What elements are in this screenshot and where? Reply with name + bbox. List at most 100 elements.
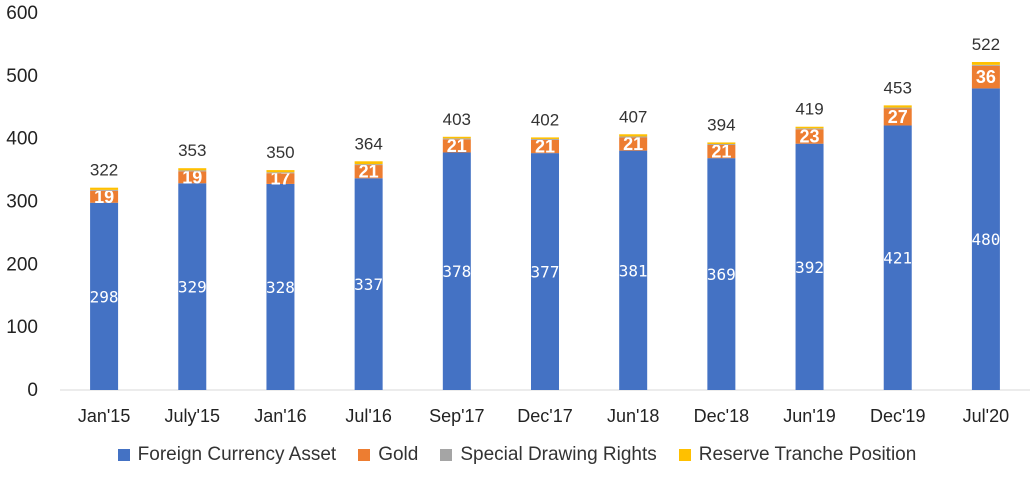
bars: 298 19 322 329 19 353 328 17 350 337 21 364 378 21 403… [90, 35, 1000, 391]
x-axis: Jan'15 July'15 Jan'16 Jul'16 Sep'17 Dec'17 Jun… [78, 406, 1009, 426]
total-label: 419 [795, 100, 823, 119]
bar-segment-gold [266, 173, 295, 184]
bar-segment-reserve-tranche-position [883, 105, 912, 108]
bar-segment-foreign-currency-asset [354, 178, 383, 390]
stacked-bar-chart: 0 100 200 300 400 500 600 298 19 322 329 19 353 328 1… [6, 3, 1030, 426]
legend-label: Reserve Tranche Position [698, 444, 917, 465]
y-tick-label: 300 [6, 192, 38, 213]
total-label: 453 [884, 78, 912, 97]
bar-segment-special-drawing-rights [619, 136, 648, 138]
data-label-gold: 21 [359, 162, 379, 182]
x-tick-label: Sep'17 [429, 406, 485, 426]
bar-segment-reserve-tranche-position [354, 161, 383, 165]
bar-segment-gold [90, 190, 119, 203]
legend-item: Reserve Tranche Position [678, 444, 917, 466]
total-label: 350 [266, 143, 294, 162]
x-tick-label: July'15 [165, 406, 220, 426]
total-label: 407 [619, 107, 647, 126]
bar-segment-reserve-tranche-position [531, 137, 559, 139]
data-label-gold: 21 [447, 136, 467, 156]
total-label: 394 [707, 115, 735, 134]
bar-segment-gold [619, 137, 648, 151]
bar-segment-foreign-currency-asset [178, 183, 207, 390]
data-label-foreign-currency: 329 [178, 278, 207, 297]
total-label: 322 [90, 161, 118, 180]
x-tick-label: Dec'19 [870, 406, 925, 426]
bar-segment-foreign-currency-asset [90, 202, 119, 390]
x-tick-label: Dec'18 [694, 406, 749, 426]
data-label-gold: 17 [270, 169, 290, 189]
legend-swatch [117, 449, 130, 461]
legend-label: Foreign Currency Asset [137, 444, 337, 465]
bar-segment-foreign-currency-asset [266, 183, 295, 390]
bar-segment-special-drawing-rights [795, 128, 824, 130]
bar-segment-reserve-tranche-position [266, 170, 295, 173]
bar-segment-special-drawing-rights [442, 138, 471, 140]
legend-swatch [358, 449, 371, 461]
total-label: 403 [443, 110, 471, 129]
data-label-foreign-currency: 381 [619, 261, 648, 280]
bar-segment-foreign-currency-asset [619, 150, 648, 390]
data-label-gold: 21 [535, 137, 555, 157]
data-label-gold: 36 [976, 67, 996, 87]
bar-segment-foreign-currency-asset [442, 152, 471, 390]
bar-segment-special-drawing-rights [883, 107, 912, 109]
total-label: 353 [178, 141, 206, 160]
data-label-foreign-currency: 328 [266, 278, 295, 297]
y-axis: 0 100 200 300 400 500 600 [6, 3, 38, 401]
bar-segment-gold [178, 171, 207, 184]
x-tick-label: Jun'19 [783, 406, 835, 426]
bar-segment-reserve-tranche-position [90, 187, 119, 190]
x-tick-label: Jan'16 [254, 406, 306, 426]
legend-label: Special Drawing Rights [460, 444, 657, 465]
bar-segment-foreign-currency-asset [883, 125, 912, 390]
bar-segment-special-drawing-rights [354, 164, 383, 166]
y-tick-label: 400 [6, 129, 38, 150]
bar-segment-special-drawing-rights [266, 172, 295, 174]
bar-segment-gold [795, 129, 824, 144]
data-label-foreign-currency: 337 [354, 275, 383, 294]
bar-segment-gold [442, 139, 471, 153]
x-tick-label: Jul'16 [345, 406, 391, 426]
bar-segment-foreign-currency-asset [971, 88, 1000, 391]
total-label: 364 [354, 134, 382, 153]
legend: Foreign Currency Asset Gold Special Drawin… [0, 444, 1034, 466]
bar-segment-special-drawing-rights [707, 144, 736, 145]
bar-segment-special-drawing-rights [971, 64, 1000, 66]
bar-segment-gold [971, 65, 1000, 89]
legend-label: Gold [378, 444, 419, 465]
data-label-gold: 23 [800, 126, 820, 146]
bar-segment-gold [883, 108, 912, 126]
y-tick-label: 600 [6, 3, 38, 24]
total-label: 402 [531, 110, 559, 129]
x-tick-label: Dec'17 [517, 406, 572, 426]
bar-segment-gold [707, 144, 736, 159]
x-tick-label: Jul'20 [963, 406, 1009, 426]
legend-swatch [440, 449, 453, 461]
legend-item: Foreign Currency Asset [117, 444, 337, 466]
x-tick-label: Jun'18 [607, 406, 659, 426]
data-label-foreign-currency: 378 [442, 262, 471, 281]
bar-segment-foreign-currency-asset [795, 143, 824, 390]
bar-segment-special-drawing-rights [178, 170, 207, 172]
bar-segment-special-drawing-rights [90, 189, 119, 191]
data-label-foreign-currency: 421 [883, 249, 912, 268]
data-label-gold: 19 [94, 187, 114, 207]
data-label-foreign-currency: 369 [707, 265, 736, 284]
bar-segment-special-drawing-rights [531, 138, 559, 140]
bar-segment-foreign-currency-asset [707, 158, 736, 390]
data-label-gold: 21 [623, 134, 643, 154]
y-tick-label: 0 [27, 380, 38, 401]
bar-segment-reserve-tranche-position [795, 126, 824, 129]
bar-segment-reserve-tranche-position [178, 168, 207, 171]
bar-segment-gold [354, 165, 383, 179]
data-label-foreign-currency: 377 [531, 263, 560, 282]
legend-item: Gold [358, 444, 418, 466]
bar-segment-reserve-tranche-position [971, 62, 1000, 65]
data-label-gold: 27 [888, 107, 908, 127]
legend-swatch [678, 449, 691, 461]
y-tick-label: 200 [6, 254, 38, 275]
x-tick-label: Jan'15 [78, 406, 130, 426]
data-label-foreign-currency: 480 [971, 230, 1000, 249]
bar-segment-foreign-currency-asset [531, 153, 559, 390]
